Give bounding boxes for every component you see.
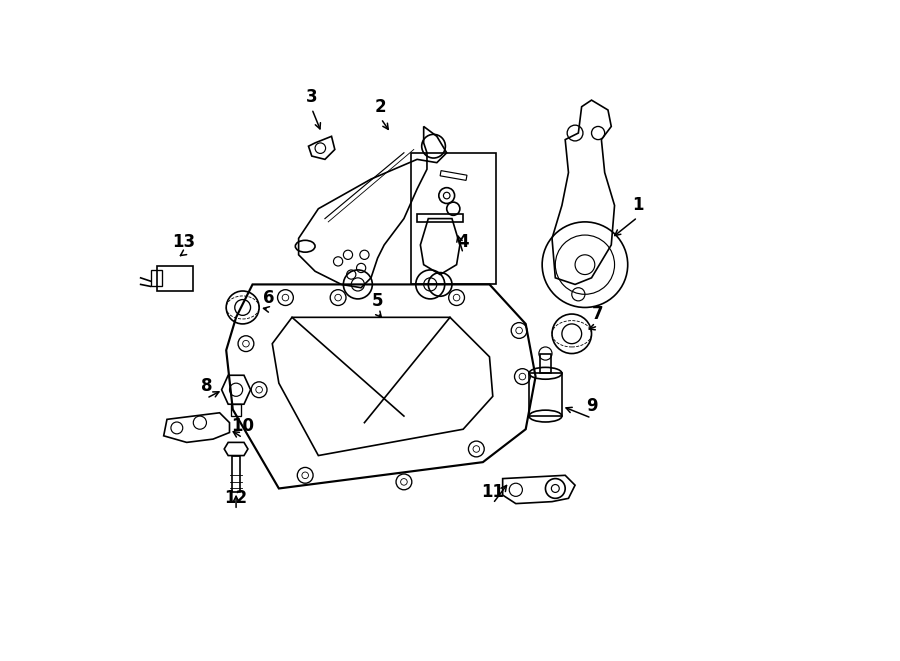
- Text: 2: 2: [375, 98, 387, 116]
- Text: 1: 1: [632, 196, 644, 214]
- Bar: [529, 373, 562, 416]
- Bar: [410, 153, 496, 284]
- Text: 5: 5: [372, 292, 383, 310]
- Text: 6: 6: [263, 289, 274, 307]
- Bar: [440, 171, 467, 180]
- Text: 7: 7: [592, 305, 604, 323]
- Text: 10: 10: [231, 417, 254, 435]
- Bar: [540, 354, 551, 373]
- Bar: [417, 214, 464, 222]
- Bar: [158, 266, 194, 291]
- Bar: [150, 270, 162, 286]
- Text: 4: 4: [457, 233, 469, 251]
- Text: 9: 9: [586, 397, 598, 415]
- Text: 12: 12: [224, 489, 248, 508]
- Text: 3: 3: [306, 88, 318, 106]
- Bar: [232, 455, 240, 492]
- Text: 13: 13: [172, 233, 195, 251]
- Text: 8: 8: [201, 377, 212, 395]
- Bar: [231, 405, 240, 416]
- Text: 11: 11: [482, 483, 504, 501]
